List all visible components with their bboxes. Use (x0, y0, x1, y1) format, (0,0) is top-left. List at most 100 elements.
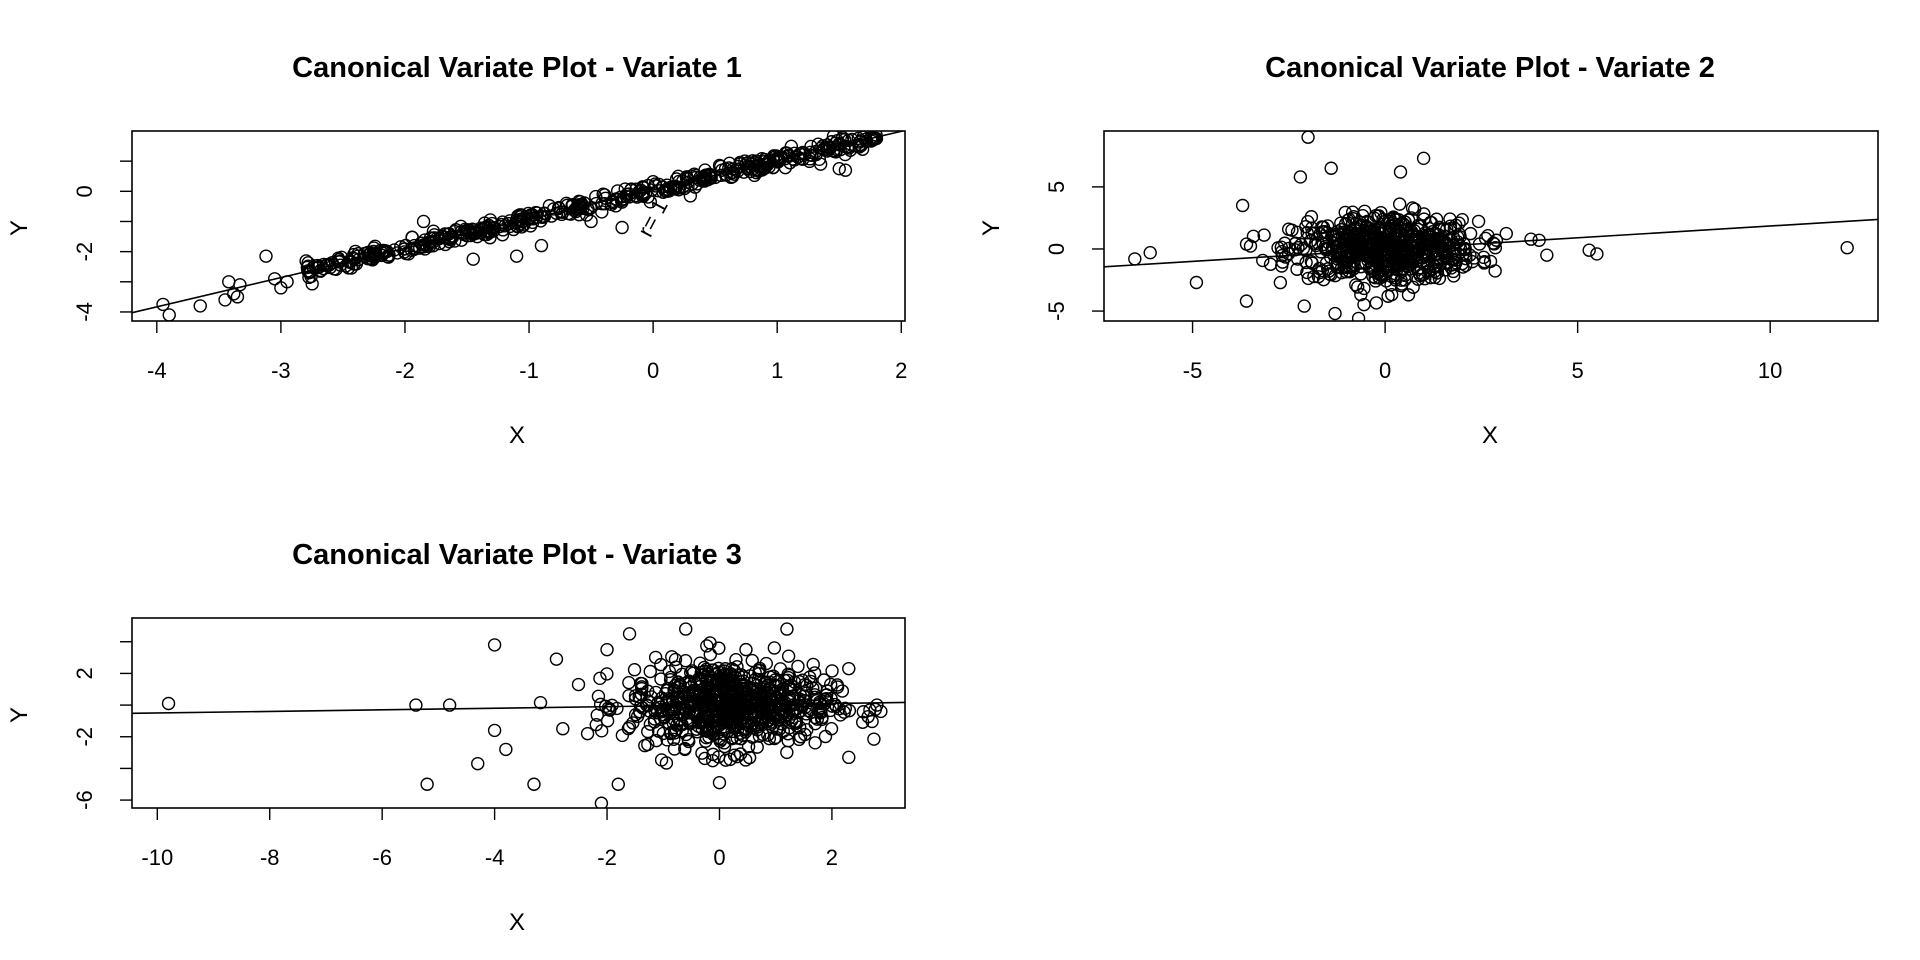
data-point (1288, 236, 1303, 250)
data-point (1376, 212, 1390, 227)
data-point (593, 671, 607, 686)
data-point (1416, 151, 1431, 166)
data-point (823, 703, 837, 718)
data-point (622, 675, 636, 690)
plot-panel-variate-1: Canonical Variate Plot - Variate 1 X Y -… (6, 52, 907, 449)
data-point (856, 705, 871, 719)
data-point (698, 702, 713, 717)
data-point (1407, 250, 1422, 264)
data-point (1299, 255, 1313, 270)
plot-frame (1103, 130, 1879, 322)
data-point (806, 681, 820, 695)
data-point (823, 141, 838, 155)
data-point (671, 169, 685, 184)
y-tick-label: 0 (72, 185, 97, 197)
data-point (714, 679, 728, 694)
data-point (603, 703, 617, 717)
data-point (700, 639, 714, 653)
data-point (407, 238, 422, 253)
data-point (661, 691, 676, 706)
x-tick-label: -8 (260, 845, 280, 870)
data-point (499, 742, 513, 757)
data-point (635, 701, 650, 715)
data-point (259, 249, 273, 263)
data-point (600, 642, 614, 657)
data-point (1345, 205, 1360, 219)
data-point (784, 139, 799, 154)
data-point (1449, 218, 1463, 232)
y-tick-label: 0 (1044, 243, 1069, 255)
data-point (1405, 201, 1420, 215)
data-point (1300, 226, 1314, 240)
data-point (739, 642, 753, 657)
data-point (1481, 228, 1495, 243)
data-point (1354, 260, 1368, 274)
data-point (712, 775, 727, 790)
data-point (615, 220, 629, 235)
data-point (1436, 244, 1450, 258)
data-point (650, 706, 665, 720)
data-point (781, 649, 796, 663)
data-point (542, 199, 557, 213)
x-tick-label: -2 (395, 358, 415, 383)
data-point (1477, 256, 1491, 270)
data-point (1334, 216, 1348, 230)
data-point (825, 664, 839, 678)
data-point (1483, 254, 1498, 269)
data-point (659, 756, 674, 770)
x-tick-label: 1 (771, 358, 783, 383)
data-point (1293, 170, 1308, 184)
data-point (765, 720, 780, 735)
data-point (554, 205, 568, 219)
data-point (763, 670, 777, 684)
data-point (442, 698, 457, 712)
fit-line (1104, 218, 1878, 268)
data-point (865, 714, 879, 729)
data-point (698, 751, 712, 766)
data-point (795, 673, 810, 687)
data-point (161, 696, 176, 711)
data-point (727, 167, 741, 181)
data-point (344, 261, 359, 275)
fit-line (132, 701, 905, 715)
data-point (810, 694, 824, 708)
data-point (534, 238, 549, 253)
data-point (851, 131, 865, 146)
data-point (1417, 212, 1431, 226)
data-point (1456, 260, 1470, 274)
data-point (641, 684, 655, 698)
data-point (772, 707, 786, 721)
data-point (466, 252, 480, 266)
data-point (639, 698, 654, 712)
data-point (1278, 236, 1292, 250)
data-point (654, 672, 668, 686)
x-tick-label: 2 (826, 845, 838, 870)
data-point (777, 673, 792, 688)
data-point (683, 675, 698, 690)
data-point (230, 290, 245, 304)
data-point (807, 666, 822, 680)
data-point (747, 713, 761, 727)
data-point (1357, 281, 1371, 296)
data-point (762, 700, 776, 714)
data-point (1399, 224, 1414, 238)
data-point (622, 627, 637, 641)
data-point (781, 734, 795, 748)
data-point (669, 180, 683, 194)
x-tick-label: -10 (141, 845, 173, 870)
data-point (1246, 229, 1261, 243)
data-point (678, 741, 692, 756)
data-point (571, 677, 586, 692)
data-point (1357, 297, 1371, 312)
data-point (733, 702, 747, 716)
data-point (1373, 271, 1387, 285)
chart-title: Canonical Variate Plot - Variate 1 (292, 52, 742, 84)
data-point (1368, 270, 1382, 285)
data-point (420, 777, 434, 791)
data-point (527, 777, 541, 791)
data-point (222, 275, 236, 289)
data-point (556, 722, 570, 736)
data-point (649, 733, 664, 748)
data-point (1299, 219, 1313, 234)
